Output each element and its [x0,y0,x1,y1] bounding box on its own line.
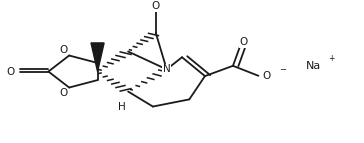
Text: O: O [262,71,270,81]
Text: O: O [239,37,247,47]
Polygon shape [91,43,104,72]
Text: +: + [328,54,335,63]
Text: O: O [152,1,160,11]
Text: O: O [6,66,14,77]
Text: N: N [163,64,171,74]
Text: O: O [59,88,67,98]
Text: −: − [280,65,286,74]
Text: O: O [59,45,67,55]
Text: Na: Na [306,61,321,71]
Text: H: H [118,102,126,112]
